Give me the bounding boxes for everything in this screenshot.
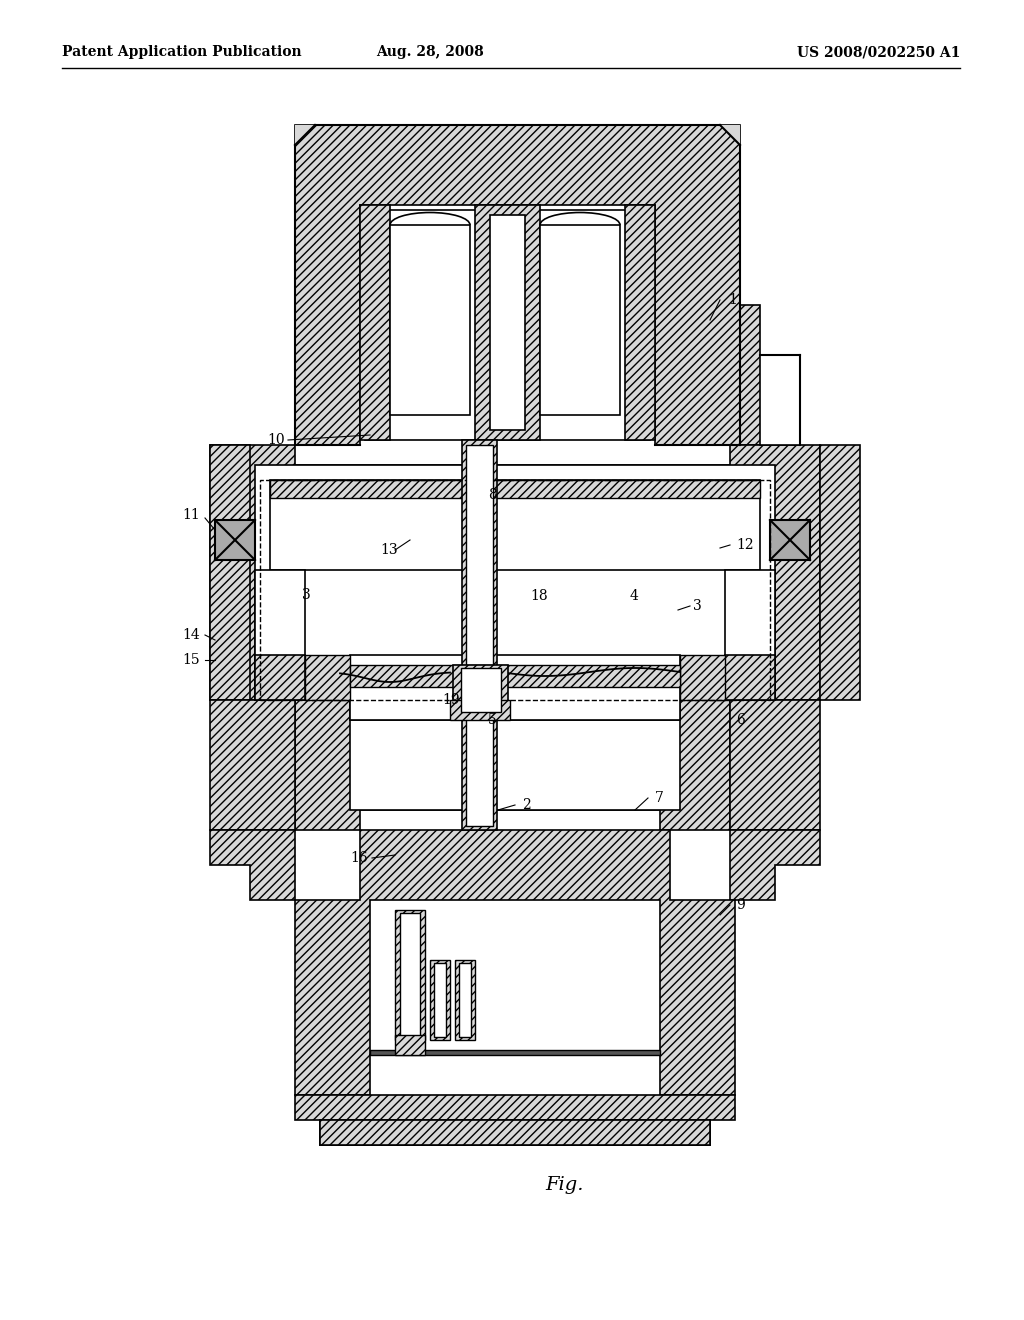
Bar [255,465,775,700]
Text: 1: 1 [728,293,737,308]
Text: 8: 8 [488,488,497,502]
Bar [461,668,501,711]
Text: 15: 15 [182,653,200,667]
Text: 11: 11 [182,508,200,521]
Text: 9: 9 [736,898,744,912]
Bar [462,715,497,830]
Text: Patent Application Publication: Patent Application Publication [62,45,302,59]
Bar [260,480,770,700]
Polygon shape [730,830,820,900]
Polygon shape [210,445,820,719]
Text: 19: 19 [442,693,460,708]
Bar [400,913,420,1038]
Bar [490,215,525,430]
Bar [390,224,470,414]
Bar [319,1119,710,1144]
Polygon shape [730,700,820,830]
Text: 4: 4 [630,589,639,603]
Text: 3: 3 [302,587,310,602]
Text: 6: 6 [736,713,744,727]
Bar [270,480,760,570]
Text: 16: 16 [350,851,368,865]
Text: Aug. 28, 2008: Aug. 28, 2008 [376,45,484,59]
Polygon shape [720,125,740,145]
Text: 2: 2 [522,799,530,812]
Polygon shape [295,830,735,1096]
Bar [215,520,255,560]
Bar [350,655,680,719]
Text: 14: 14 [182,628,200,642]
Bar [459,964,471,1038]
Bar [319,1119,710,1144]
Text: US 2008/0202250 A1: US 2008/0202250 A1 [797,45,961,59]
Bar [430,960,450,1040]
Bar [466,445,493,665]
Polygon shape [295,1096,735,1144]
Polygon shape [210,445,250,700]
Polygon shape [295,700,730,830]
Polygon shape [210,700,295,830]
Text: 10: 10 [267,433,285,447]
Bar [350,665,680,686]
Bar [462,440,497,671]
Bar [255,570,305,700]
Bar [540,224,620,414]
Text: 13: 13 [380,543,397,557]
Polygon shape [820,445,860,700]
Bar [305,655,350,700]
Bar [680,655,725,700]
Bar [370,1049,660,1055]
Text: 18: 18 [530,589,548,603]
Bar [453,665,508,715]
Bar [725,655,775,700]
Bar [466,718,493,826]
Bar [450,700,510,719]
Bar [625,205,655,440]
Bar [395,1035,425,1055]
Bar [455,960,475,1040]
Bar [360,205,390,440]
Text: 5: 5 [488,713,497,727]
Polygon shape [210,830,295,900]
Polygon shape [740,305,800,445]
Text: Fig.: Fig. [546,1176,585,1195]
Bar [475,205,540,440]
Bar [434,964,446,1038]
Polygon shape [295,125,315,145]
Text: 12: 12 [736,539,754,552]
Bar [365,210,650,440]
Polygon shape [295,125,740,445]
Bar [255,655,305,700]
Polygon shape [760,355,800,445]
Bar [395,909,425,1040]
Text: 7: 7 [655,791,664,805]
Bar [370,900,660,1055]
Bar [725,570,775,700]
Bar [270,480,760,498]
Text: 3: 3 [693,599,701,612]
Bar [770,520,810,560]
Bar [350,719,680,810]
